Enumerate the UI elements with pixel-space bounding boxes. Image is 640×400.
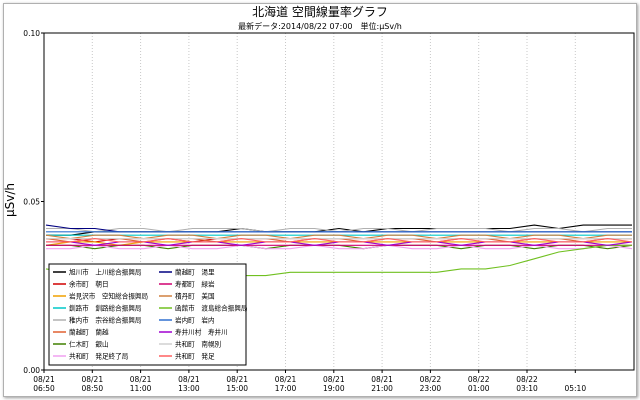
x-tick-time: 11:00: [130, 384, 152, 393]
grid-layer: [91, 33, 576, 370]
x-tick-time: 15:00: [226, 384, 248, 393]
x-tick-date: 08/21: [81, 375, 103, 384]
x-tick-time: 06:50: [33, 384, 55, 393]
x-tick-date: 08/22: [420, 375, 442, 384]
legend-label: 積丹町 美国: [175, 292, 215, 301]
legend-label: 共和町 発足: [175, 352, 215, 361]
y-tick-label: 0.05: [23, 198, 40, 207]
x-tick-date: 08/22: [468, 375, 490, 384]
x-tick-date: 08/21: [130, 375, 152, 384]
legend-box: [48, 263, 247, 366]
x-tick-date: 08/21: [371, 375, 393, 384]
series-line: [46, 238, 633, 243]
legend-label: 岩内町 岩内: [175, 316, 215, 325]
x-tick-date: 08/21: [178, 375, 200, 384]
x-tick-time: 17:00: [275, 384, 297, 393]
series-line: [46, 224, 632, 236]
legend-label: 寿都町 緑岩: [175, 280, 215, 289]
x-tick-date: 08/21: [226, 375, 248, 384]
legend-label: 余市町 朝日: [69, 280, 109, 289]
y-tick-label: 0.10: [23, 29, 40, 38]
legend-label: 蘭越町 蘭越: [69, 328, 109, 337]
legend-label: 蘭越町 湯里: [175, 268, 215, 277]
x-tick-date: 08/22: [516, 375, 538, 384]
x-tick-date: 08/21: [33, 375, 55, 384]
y-ticks: 0.00 0.05 0.10: [23, 29, 44, 375]
legend-label: 共和町 南幌別: [175, 340, 222, 349]
legend-label: 稚内市 宗谷総合振興局: [69, 316, 142, 325]
legend-label: 仁木町 銀山: [69, 340, 109, 349]
legend-label: 旭川市 上川総合振興局: [69, 268, 142, 277]
x-tick-time: 23:00: [420, 384, 442, 393]
x-tick-date: 08/21: [323, 375, 345, 384]
chart-subtitle: 最新データ:2014/08/22 07:00 単位:μSv/h: [238, 21, 402, 31]
x-tick-time: 01:00: [468, 384, 490, 393]
x-ticks: 08/2106:5008/2108:5008/2111:0008/2113:00…: [33, 370, 586, 393]
y-axis-label: μSv/h: [3, 183, 17, 217]
y-tick-label: 0.00: [23, 366, 40, 375]
x-tick-time: 13:00: [178, 384, 200, 393]
x-tick-time: 21:00: [371, 384, 393, 393]
x-tick-time: 03:10: [516, 384, 538, 393]
chart-title: 北海道 空間線量率グラフ: [252, 4, 388, 19]
x-tick-time: 08:50: [81, 384, 103, 393]
x-tick-date: 08/21: [275, 375, 297, 384]
legend-label: 函館市 渡島総合振興局: [175, 304, 248, 313]
x-tick-time: 05:10: [564, 384, 586, 393]
series-layer: [45, 224, 633, 277]
legend-label: 共和町 発足終了局: [69, 352, 129, 361]
legend-label: 釧路市 釧路総合振興局: [69, 304, 142, 313]
legend-label: 岩見沢市 空知総合振興局: [69, 292, 149, 301]
x-tick-time: 19:00: [323, 384, 345, 393]
legend-label: 寿井川村 寿井川: [175, 328, 228, 337]
